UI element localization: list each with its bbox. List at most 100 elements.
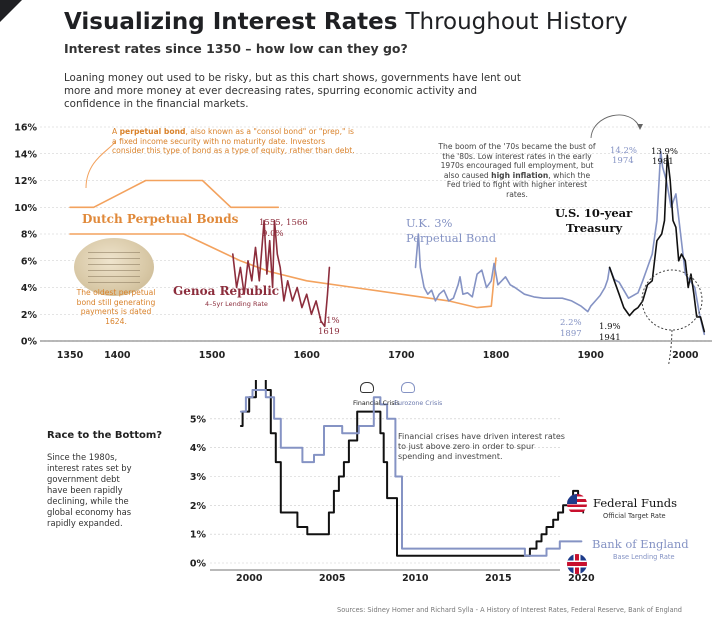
eurozone-crisis-icon [401, 382, 415, 393]
y-tick-label-5: 5% [190, 414, 207, 425]
perpetual-bond-note-a: A [112, 127, 120, 136]
x-tick-label-2010: 2010 [402, 573, 429, 584]
uk-label-2: Perpetual Bond [406, 231, 497, 245]
perpetual-bond-connector [85, 141, 116, 189]
y-tick-label-2: 2% [190, 501, 207, 512]
seventies-note: The boom of the '70s became the bust of … [437, 142, 597, 200]
uk-low-year: 1897 [560, 329, 582, 339]
x-tick-label-2000: 2000 [236, 573, 263, 584]
zoom-circle [641, 269, 703, 331]
series-line-u-k-3-perpetual-bond [414, 150, 706, 336]
main-x-ticks: 1350 1400 1500 1600 1700 1800 1900 2000 [57, 350, 699, 361]
seventies-note-c: , which the Fed tried to fight with high… [446, 170, 591, 199]
y-tick-label-2: 2% [21, 310, 38, 321]
x-tick-label-2015: 2015 [485, 573, 511, 584]
y-tick-label-14: 14% [14, 149, 37, 160]
genoa-label: Genoa Republic [173, 284, 279, 298]
fed-funds-sub-label: Official Target Rate [603, 512, 666, 520]
perpetual-bond-note-b: perpetual bond [119, 127, 186, 136]
y-tick-label-4: 4% [21, 283, 38, 294]
uk-label-1: U.K. 3% [406, 216, 453, 230]
genoa-peak-years: 1555, 1566 [259, 218, 308, 228]
series-line-dutch-perpetual-bonds [69, 179, 280, 209]
race-heading: Race to the Bottom? [47, 430, 163, 441]
y-tick-label-3: 3% [190, 472, 207, 483]
page-subtitle: Interest rates since 1350 – how low can … [64, 41, 408, 56]
main-y-ticks: 0% 2% 4% 6% 8% 10% 12% 14% 16% [14, 123, 37, 348]
perpetual-bond-note-c: , also known as a "consol bond" or "prep… [112, 127, 355, 156]
financial-crisis-icon [360, 382, 374, 393]
uk-peak-value: 14.2% [610, 146, 637, 156]
sources-text: Sources: Sidney Homer and Richard Sylla … [337, 606, 682, 614]
recent-rates-chart: 0% 1% 2% 3% 4% 5% 2000 2005 2010 2015 2020 Federa… [190, 380, 689, 584]
sub-y-ticks: 0% 1% 2% 3% 4% 5% [190, 414, 207, 569]
genoa-peak-value: 9.0% [262, 229, 284, 239]
genoa-sub-label: 4–5yr Lending Rate [205, 300, 268, 308]
y-tick-label-12: 12% [14, 176, 37, 187]
boe-sub-label: Base Lending Rate [613, 553, 675, 561]
x-tick-label-2000: 2000 [672, 350, 699, 361]
x-tick-label-1500: 1500 [199, 350, 226, 361]
y-tick-label-8: 8% [21, 230, 38, 241]
sub-series [239, 380, 585, 557]
uk-low-value: 2.2% [560, 318, 582, 328]
y-tick-label-0: 0% [21, 337, 38, 348]
zoom-connector [667, 329, 673, 365]
x-tick-label-2005: 2005 [319, 573, 345, 584]
x-tick-label-1400: 1400 [104, 350, 131, 361]
x-tick-label-1700: 1700 [388, 350, 415, 361]
eurozone-crisis-label-text: Eurozone Crisis [394, 400, 442, 407]
us-label-2: Treasury [566, 221, 622, 235]
sub-x-ticks: 2000 2005 2010 2015 2020 [236, 573, 595, 584]
title-bold: Visualizing Interest Rates [64, 9, 398, 35]
financial-crisis-label: Financial Crisis [353, 400, 400, 407]
uk-peak-year: 1974 [612, 156, 634, 166]
y-tick-label-6: 6% [21, 256, 38, 267]
page-title: Visualizing Interest Rates Throughout Hi… [64, 9, 628, 35]
y-tick-label-16: 16% [14, 123, 37, 134]
x-tick-label-1600: 1600 [293, 350, 320, 361]
y-tick-label-10: 10% [14, 203, 37, 214]
x-tick-label-1350: 1350 [57, 350, 84, 361]
fed-funds-label: Federal Funds [593, 496, 677, 510]
main-series [69, 150, 706, 336]
financial-crises-note: Financial crises have driven interest ra… [398, 432, 565, 461]
series-line-genoa-republic-4-5yr-lending-rate [232, 219, 331, 328]
us-peak-year: 1981 [652, 157, 674, 167]
x-tick-label-1800: 1800 [483, 350, 510, 361]
financial-crisis-label-text: Financial Crisis [353, 400, 400, 407]
us-label-1: U.S. 10-year [555, 206, 633, 220]
title-light: Throughout History [405, 9, 628, 35]
y-tick-label-0: 0% [190, 559, 207, 570]
us-flag-icon [567, 494, 587, 514]
intro-text: Loaning money out used to be risky, but … [64, 72, 521, 110]
sub-gridlines [210, 418, 560, 571]
uk-flag-icon [567, 554, 587, 574]
seventies-note-a: The boom of the '70s became the bust of … [438, 142, 596, 180]
seventies-connector [590, 114, 641, 139]
y-tick-label-4: 4% [190, 443, 207, 454]
eurozone-crisis-label: Eurozone Crisis [394, 400, 442, 407]
genoa-low-value: 1.1% [318, 316, 340, 326]
seventies-arrowhead [637, 124, 643, 130]
y-tick-label-1: 1% [190, 530, 207, 541]
x-tick-label-1900: 1900 [577, 350, 604, 361]
series-line-bank-of-england-base-lending-rate [239, 389, 583, 557]
boe-label: Bank of England [592, 537, 689, 551]
perpetual-bond-note: A perpetual bond, also known as a "conso… [112, 127, 357, 156]
oldest-bond-note: The oldest perpetual bond still generati… [76, 288, 156, 326]
seventies-note-b: high inflation [491, 170, 549, 180]
race-body: Since the 1980s, interest rates set by g… [47, 452, 132, 528]
genoa-low-year: 1619 [318, 327, 340, 337]
us-low-year: 1941 [599, 333, 621, 343]
main-interest-rate-chart: 0%2%4%6%8%10%12%14%16% 1350 1400 1500 1600 1… [14, 114, 712, 365]
x-tick-label-2020: 2020 [568, 573, 595, 584]
series-line-federal-funds-official-target-rate [239, 380, 585, 557]
dutch-label: Dutch Perpetual Bonds [82, 212, 239, 226]
us-peak-value: 13.9% [651, 147, 678, 157]
perpetual-bond-paper-image [74, 238, 154, 296]
corner-tab [0, 0, 22, 22]
series-line-u-s-10-year-treasury [608, 154, 706, 333]
us-low-value: 1.9% [599, 322, 621, 332]
series-line-dutch-perpetual-bonds-declining [69, 233, 497, 309]
